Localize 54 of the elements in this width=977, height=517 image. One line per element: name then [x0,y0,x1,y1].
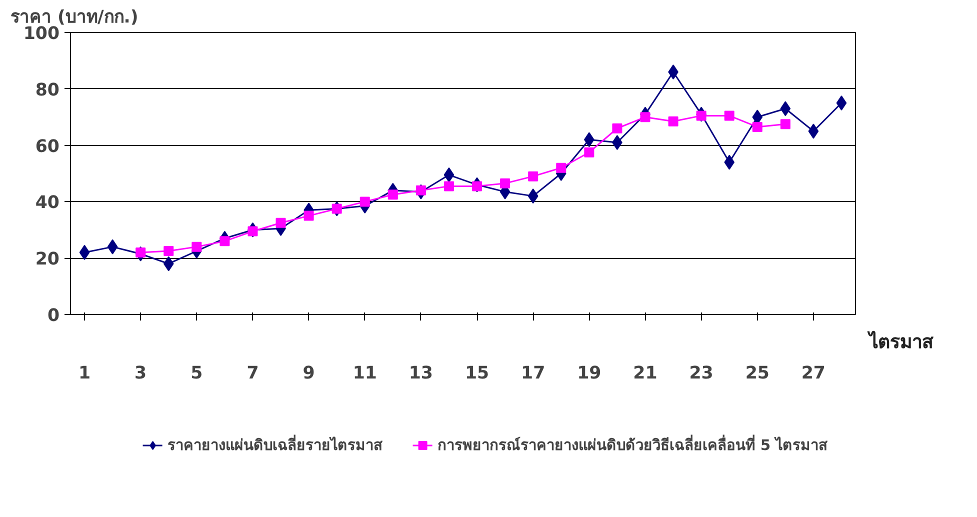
point [780,101,791,116]
point [808,124,819,139]
point [696,110,706,121]
point [107,239,118,254]
x-tick-label: 19 [577,364,602,384]
point [612,123,622,134]
legend-label: การพยากรณ์ราคายางแผ่นดิบด้วยวิธีเฉลี่ยเคลื่อนที่ 5 ไตรมาส [437,434,828,456]
x-tick-label: 3 [134,364,147,384]
point [163,256,174,272]
point [136,247,146,258]
point [528,171,538,182]
point [668,116,678,126]
point [304,210,314,221]
x-tick-label: 25 [745,364,770,384]
x-tick-label: 17 [521,364,546,384]
y-tick-label: 80 [35,80,60,100]
x-tick-label: 7 [246,364,259,384]
x-tick-label: 23 [689,364,714,384]
point [724,154,735,170]
x-tick-label: 1 [78,364,91,384]
legend-label: ราคายางแผ่นดิบเฉลี่ยรายไตรมาส [167,434,382,456]
point [752,122,762,132]
point [444,181,454,192]
point [556,162,566,173]
point [248,226,258,236]
y-tick-label: 40 [35,193,60,214]
point [276,218,286,228]
x-tick-label: 13 [408,364,434,384]
point [500,178,510,188]
point [780,119,790,130]
x-tick-label: 27 [801,364,826,384]
point [528,188,538,204]
point [164,246,174,256]
x-tick-label: 5 [190,364,203,384]
y-tick-label: 60 [35,136,60,157]
point [220,236,230,246]
point [332,204,342,214]
y-tick-label: 0 [47,306,60,326]
point [640,112,650,122]
x-tick-label: 15 [464,364,490,384]
point [192,242,202,252]
y-tick-label: 20 [35,250,60,270]
point [724,110,734,121]
point [836,96,847,110]
point [360,196,370,207]
point [79,244,90,260]
point [388,190,398,200]
point [584,147,594,158]
x-axis-title: ไตรมาส [869,330,933,355]
point [584,132,594,148]
x-tick-label: 21 [633,364,658,384]
point [444,167,454,182]
x-tick-label: 9 [302,364,315,384]
x-tick-label: 11 [352,364,377,384]
